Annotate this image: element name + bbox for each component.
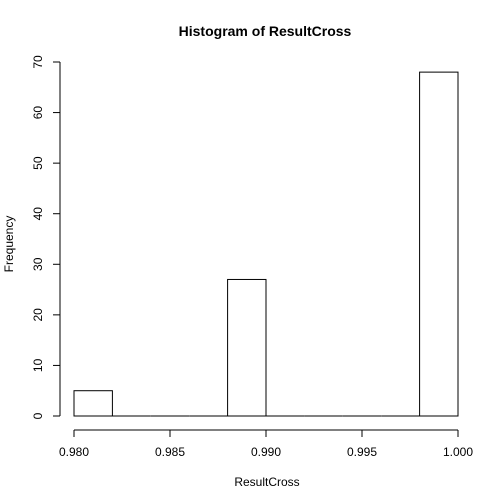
x-axis-label: ResultCross bbox=[234, 475, 299, 489]
x-tick-label: 1.000 bbox=[443, 445, 473, 459]
chart-title: Histogram of ResultCross bbox=[179, 23, 352, 39]
y-tick-label: 70 bbox=[31, 55, 45, 69]
bars-group bbox=[73, 71, 459, 417]
y-tick-label: 20 bbox=[31, 308, 45, 322]
histogram-bar bbox=[73, 390, 113, 417]
x-tick-label: 0.995 bbox=[347, 445, 377, 459]
y-axis-label: Frequency bbox=[2, 216, 16, 273]
y-tick-label: 50 bbox=[31, 156, 45, 170]
y-tick-label: 60 bbox=[31, 106, 45, 120]
x-tick-label: 0.980 bbox=[59, 445, 89, 459]
y-axis: 0 10 20 30 40 50 60 70 bbox=[31, 55, 61, 419]
y-tick-label: 30 bbox=[31, 257, 45, 271]
histogram-bar bbox=[419, 71, 459, 417]
y-tick-label: 40 bbox=[31, 207, 45, 221]
x-tick-label: 0.985 bbox=[155, 445, 185, 459]
x-axis: 0.980 0.985 0.990 0.995 1.000 bbox=[59, 429, 473, 459]
y-tick-label: 10 bbox=[31, 358, 45, 372]
y-tick-label: 0 bbox=[31, 412, 45, 419]
x-tick-label: 0.990 bbox=[251, 445, 281, 459]
histogram-bar bbox=[227, 278, 267, 417]
